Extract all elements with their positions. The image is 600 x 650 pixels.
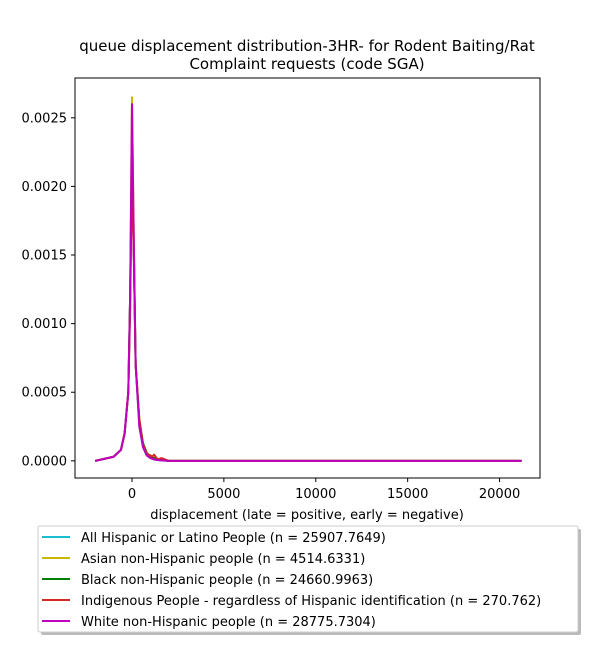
- legend: All Hispanic or Latino People (n = 25907…: [37, 525, 581, 635]
- y-tick-label: 0.0020: [22, 180, 68, 195]
- plot-frame: [74, 77, 541, 479]
- chart-title-line-2: Complaint requests (code SGA): [189, 55, 424, 73]
- x-axis-label: displacement (late = positive, early = n…: [150, 508, 464, 523]
- series-line-2: [95, 96, 522, 462]
- x-tick-label: 20000: [479, 487, 520, 502]
- y-tick-label: 0.0025: [22, 111, 68, 126]
- x-tick-label: 15000: [387, 487, 428, 502]
- y-tick-label: 0.0000: [22, 454, 68, 469]
- y-tick-label: 0.0010: [22, 317, 68, 332]
- series-line-3: [95, 157, 522, 462]
- chart-title-line-1: queue displacement distribution-3HR- for…: [79, 37, 535, 55]
- plot-lines: [95, 96, 522, 462]
- y-tick-label: 0.0015: [22, 249, 68, 264]
- legend-label-2: Asian non-Hispanic people (n = 4514.6331…: [81, 552, 365, 567]
- legend-label-1: All Hispanic or Latino People (n = 25907…: [81, 531, 386, 546]
- legend-entries: All Hispanic or Latino People (n = 25907…: [42, 531, 541, 630]
- legend-label-5: White non-Hispanic people (n = 28775.730…: [81, 615, 376, 630]
- legend-label-4: Indigenous People - regardless of Hispan…: [81, 594, 541, 609]
- series-line-1: [95, 130, 522, 462]
- series-line-5: [95, 103, 522, 462]
- y-tick-label: 0.0005: [22, 386, 68, 401]
- x-tick-label: 0: [128, 487, 136, 502]
- x-axis-ticks: 0 5000 10000 15000 20000: [128, 478, 520, 502]
- series-line-4: [95, 171, 522, 462]
- x-tick-label: 5000: [207, 487, 240, 502]
- x-tick-label: 10000: [295, 487, 336, 502]
- y-axis-ticks: 0.0000 0.0005 0.0010 0.0015 0.0020 0.0025: [22, 111, 75, 469]
- legend-label-3: Black non-Hispanic people (n = 24660.996…: [81, 573, 373, 588]
- legend-box: [37, 525, 579, 633]
